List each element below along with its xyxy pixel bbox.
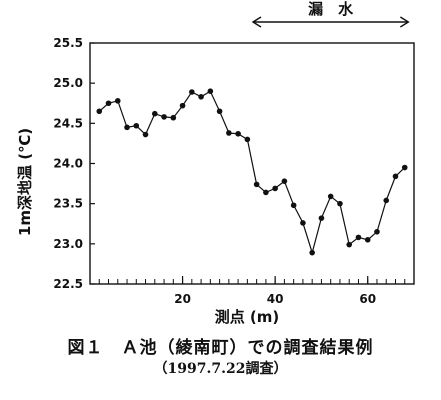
data-point: [300, 220, 306, 226]
data-point: [170, 114, 177, 121]
y-tick-label: 25.0: [53, 76, 83, 90]
data-point: [281, 178, 288, 184]
data-point: [290, 202, 297, 209]
data-point: [235, 130, 241, 137]
data-point: [207, 88, 214, 94]
data-point: [152, 110, 158, 117]
y-tick-label: 24.0: [53, 157, 83, 171]
data-point: [401, 164, 408, 171]
y-tick-group: 22.5 23.0 23.5 24.0 24.5 25.0 25.5: [53, 36, 95, 291]
data-point: [114, 98, 121, 104]
y-tick-label: 25.5: [53, 36, 83, 50]
data-point: [105, 100, 112, 107]
data-point: [364, 237, 371, 243]
series-group: [96, 88, 408, 256]
data-point: [216, 108, 223, 115]
leak-annotation: 漏 水: [251, 0, 410, 28]
y-tick-label: 24.5: [53, 116, 83, 130]
data-point: [327, 193, 334, 200]
x-axis-label: 測点 (m): [215, 308, 280, 326]
data-point: [355, 234, 362, 241]
data-point: [309, 249, 315, 256]
data-point: [124, 124, 130, 131]
data-point: [244, 136, 251, 143]
data-point: [198, 94, 204, 100]
data-point: [318, 215, 325, 221]
x-tick-group: 20 40 60: [98, 276, 406, 306]
data-point: [226, 130, 232, 136]
y-tick-label: 22.5: [53, 277, 83, 291]
temperature-line: [98, 90, 406, 255]
data-point: [161, 114, 167, 120]
y-tick-label: 23.0: [53, 237, 83, 251]
leak-label: 漏 水: [308, 0, 354, 18]
data-point: [189, 89, 195, 95]
data-point: [133, 122, 140, 129]
data-point: [374, 228, 380, 235]
x-tick-label: 20: [174, 292, 191, 306]
data-point: [337, 200, 343, 207]
data-point: [96, 108, 103, 115]
y-axis-label: 1m深地温 (℃): [16, 128, 34, 236]
x-tick-label: 40: [267, 292, 284, 306]
leak-arrow-left-head: [251, 16, 262, 28]
figure-caption-date: （1997.7.22調査）: [153, 361, 288, 377]
leak-arrow-right-head: [400, 16, 410, 28]
data-point: [179, 102, 186, 109]
data-point: [272, 185, 278, 192]
data-point: [253, 181, 260, 188]
data-point: [142, 131, 149, 138]
x-tick-label: 60: [359, 292, 376, 306]
data-point: [346, 241, 353, 248]
data-point: [263, 189, 269, 196]
figure-caption: 図１ Ａ池（綾南町）での調査結果例: [67, 338, 374, 358]
data-point: [383, 197, 390, 204]
data-point: [392, 173, 399, 180]
y-tick-label: 23.5: [53, 197, 83, 211]
